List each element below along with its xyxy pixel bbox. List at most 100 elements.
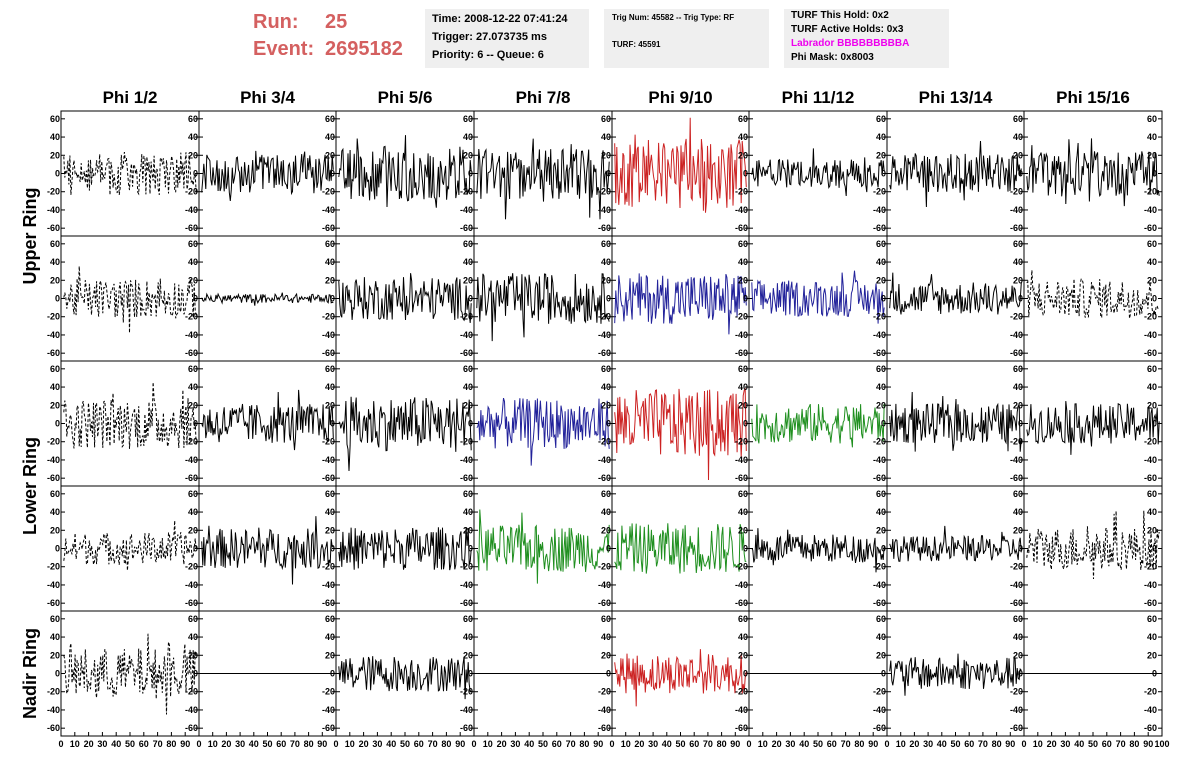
y-tick-label: -40 (735, 705, 748, 715)
y-tick-label: 20 (188, 400, 198, 410)
y-tick-label: 0 (193, 169, 198, 179)
y-tick-label: -60 (873, 723, 886, 733)
y-tick-label: 0 (743, 419, 748, 429)
y-tick-label: -40 (460, 455, 473, 465)
y-tick-label: -60 (1144, 348, 1157, 358)
x-tick-label: 90 (868, 739, 878, 749)
waveform-trace (889, 525, 1022, 562)
y-tick-label: -20 (460, 187, 473, 197)
y-tick-label: -20 (873, 312, 886, 322)
y-tick-label: 20 (601, 150, 611, 160)
y-tick-label: 60 (876, 239, 886, 249)
y-tick-label: -20 (460, 437, 473, 447)
y-tick-label: 0 (193, 419, 198, 429)
y-tick-label: -60 (1144, 598, 1157, 608)
y-tick-label: 60 (50, 114, 60, 124)
y-tick-label: 0 (330, 294, 335, 304)
y-tick-label: -60 (598, 473, 611, 483)
y-tick-label: -60 (47, 223, 60, 233)
y-tick-label: -60 (1144, 723, 1157, 733)
x-tick-label: 40 (386, 739, 396, 749)
waveform-trace (476, 138, 610, 220)
y-tick-label: -40 (322, 330, 335, 340)
turf-line: TURF: 45591 (612, 40, 661, 49)
x-tick-label: 50 (950, 739, 960, 749)
x-tick-label: 80 (441, 739, 451, 749)
y-tick-label: 20 (50, 650, 60, 660)
y-tick-label: -40 (322, 455, 335, 465)
x-tick-label: 40 (799, 739, 809, 749)
event-label: Event: (253, 38, 315, 60)
x-tick-label: 0 (609, 739, 614, 749)
y-tick-label: -60 (873, 223, 886, 233)
y-tick-label: 0 (55, 294, 60, 304)
x-tick-label: 20 (634, 739, 644, 749)
y-tick-label: -20 (598, 687, 611, 697)
x-tick-label: 40 (111, 739, 121, 749)
waveform-trace (338, 656, 472, 700)
y-tick-label: 40 (876, 132, 886, 142)
y-tick-label: -20 (1144, 562, 1157, 572)
y-tick-label: -40 (735, 330, 748, 340)
y-tick-label: -60 (460, 473, 473, 483)
y-tick-label: 40 (188, 382, 198, 392)
waveform-trace (201, 150, 334, 201)
y-tick-label: 40 (188, 632, 198, 642)
x-tick-label: 90 (593, 739, 603, 749)
y-tick-label: 40 (738, 382, 748, 392)
y-tick-label: -60 (47, 598, 60, 608)
x-tick-label: 70 (153, 739, 163, 749)
x-tick-label: 50 (675, 739, 685, 749)
y-tick-label: 40 (188, 132, 198, 142)
x-tick-label: 60 (552, 739, 562, 749)
waveform-trace (1026, 270, 1160, 319)
turf-info-box: TURF This Hold: 0x2 TURF Active Holds: 0… (784, 9, 949, 68)
y-tick-label: 60 (601, 239, 611, 249)
waveform-trace (63, 266, 197, 333)
y-tick-label: 60 (50, 364, 60, 374)
y-tick-label: -60 (185, 723, 198, 733)
y-tick-label: 0 (1018, 544, 1023, 554)
y-tick-label: -20 (185, 437, 198, 447)
column-header: Phi 9/10 (648, 88, 712, 107)
y-tick-label: 60 (188, 489, 198, 499)
y-tick-label: -40 (47, 705, 60, 715)
y-tick-label: 40 (1013, 382, 1023, 392)
x-tick-label: 20 (1047, 739, 1057, 749)
y-tick-label: 20 (50, 400, 60, 410)
waveform-trace (1026, 510, 1160, 580)
y-tick-label: -40 (735, 580, 748, 590)
y-tick-label: -60 (1144, 473, 1157, 483)
y-tick-label: 40 (1147, 132, 1157, 142)
y-tick-label: -60 (873, 348, 886, 358)
y-tick-label: -40 (598, 330, 611, 340)
x-tick-label: 80 (992, 739, 1002, 749)
y-tick-label: 60 (1013, 239, 1023, 249)
y-tick-label: 20 (50, 275, 60, 285)
waveform-trace (338, 135, 472, 208)
y-tick-label: 60 (1013, 489, 1023, 499)
y-tick-label: 20 (325, 400, 335, 410)
x-tick-label: 50 (125, 739, 135, 749)
waveform-trace (751, 270, 885, 324)
x-tick-label: 30 (510, 739, 520, 749)
y-tick-label: 40 (463, 132, 473, 142)
y-tick-label: 20 (601, 275, 611, 285)
y-tick-label: -40 (47, 330, 60, 340)
y-tick-label: 60 (463, 489, 473, 499)
y-tick-label: -60 (460, 223, 473, 233)
column-header: Phi 5/6 (378, 88, 433, 107)
y-tick-label: 60 (601, 489, 611, 499)
x-tick-label: 30 (648, 739, 658, 749)
y-tick-label: 40 (1147, 507, 1157, 517)
y-tick-label: -20 (1010, 687, 1023, 697)
y-tick-label: -40 (47, 455, 60, 465)
y-tick-label: 40 (188, 257, 198, 267)
y-tick-label: 60 (50, 239, 60, 249)
trig-info-box: Trig Num: 45582 -- Trig Type: RF TURF: 4… (604, 9, 769, 68)
x-tick-label: 10 (1033, 739, 1043, 749)
y-tick-label: 40 (876, 382, 886, 392)
y-tick-label: -40 (185, 705, 198, 715)
y-tick-label: -40 (873, 455, 886, 465)
waveform-trace (338, 396, 472, 472)
